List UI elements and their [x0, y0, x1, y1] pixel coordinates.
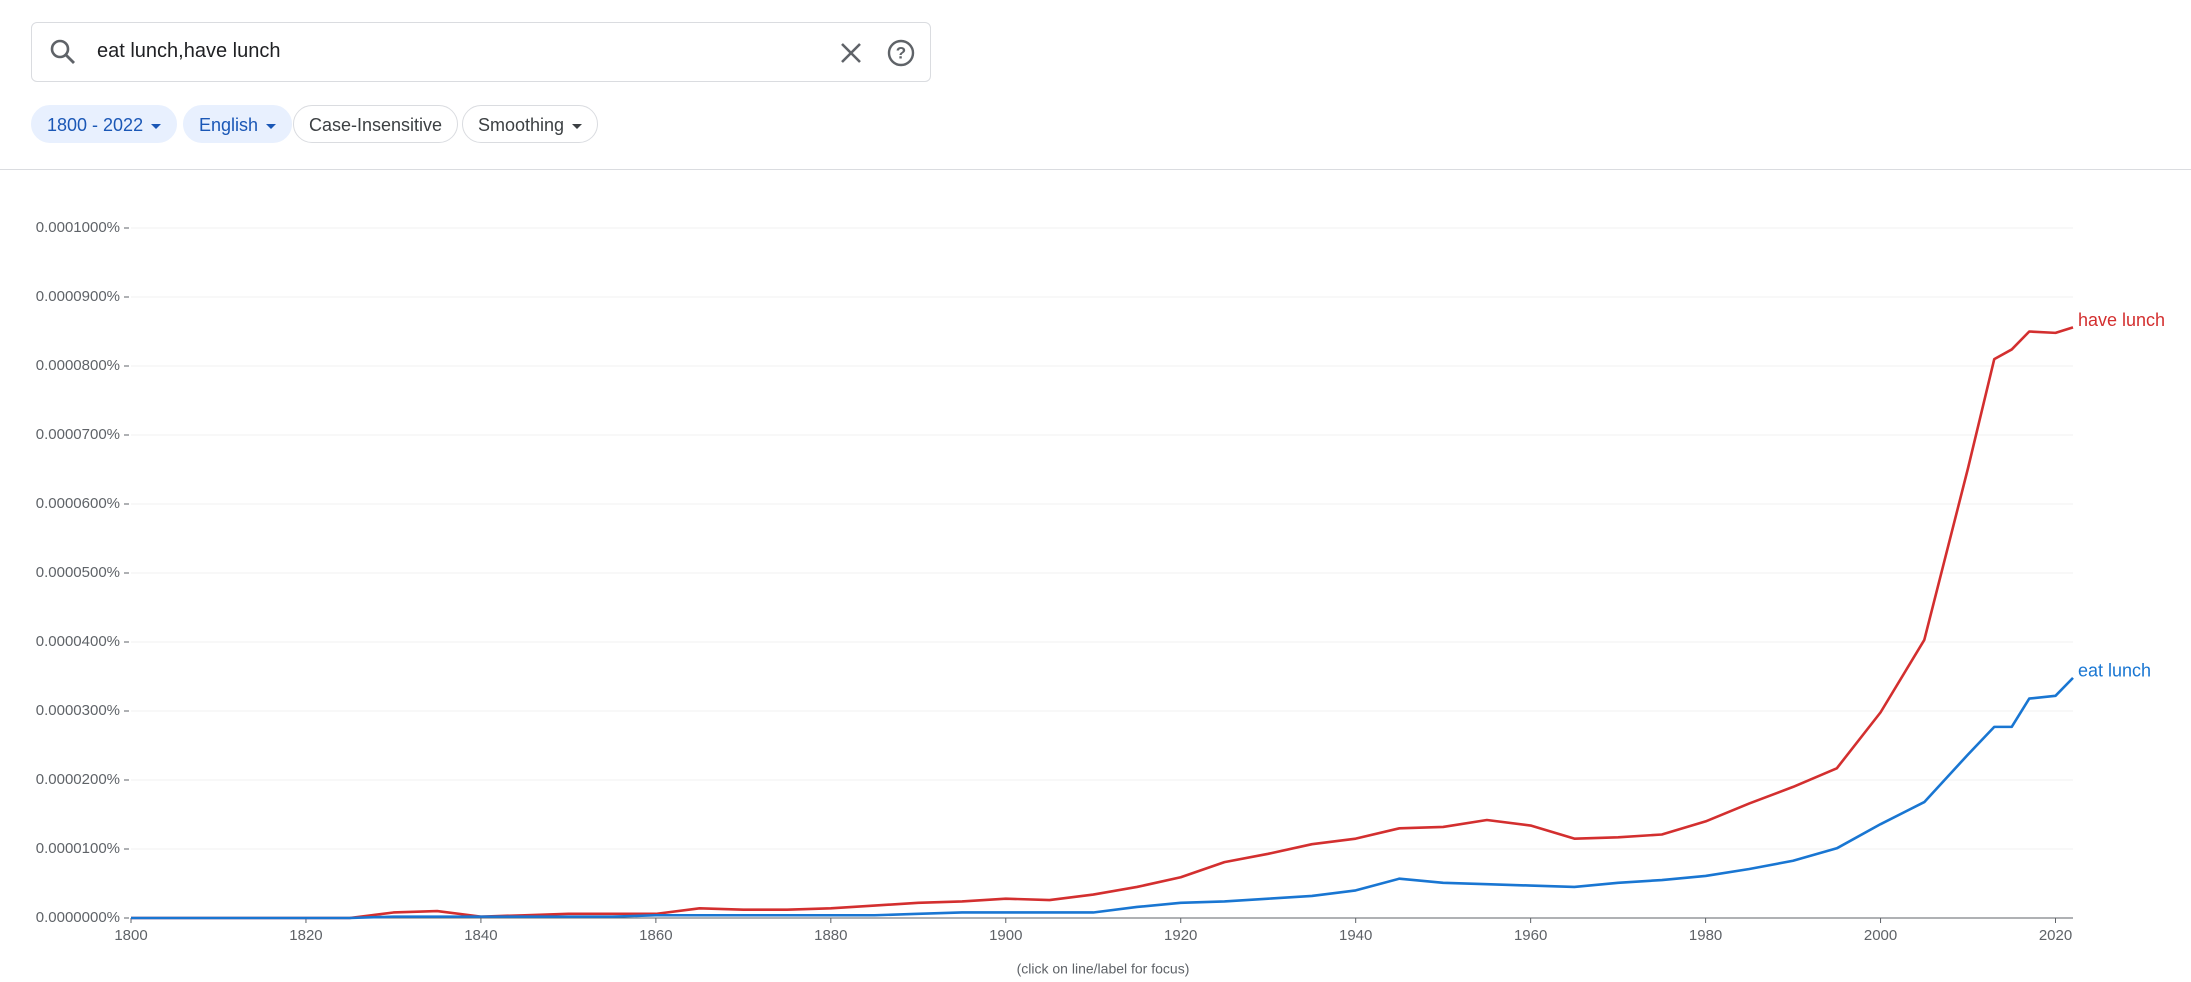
chip-label: Smoothing: [478, 115, 565, 135]
y-tick-label: 0.0000600%: [36, 495, 120, 512]
series-label[interactable]: have lunch: [2078, 310, 2165, 330]
help-button[interactable]: ?: [886, 38, 916, 68]
y-tick-label: 0.0000100%: [36, 840, 120, 857]
x-tick-label: 1960: [1514, 927, 1547, 944]
divider: [0, 169, 2191, 170]
x-tick-label: 1940: [1339, 927, 1372, 944]
y-tick-label: 0.0000500%: [36, 564, 120, 581]
x-tick-label: 1920: [1164, 927, 1197, 944]
chip-label: English: [199, 115, 259, 135]
x-tick-label: 1840: [464, 927, 497, 944]
corpus-chip[interactable]: English: [183, 105, 293, 143]
x-tick-label: 1820: [289, 927, 322, 944]
series-line[interactable]: [131, 326, 2074, 920]
y-tick-label: 0.0000000%: [36, 909, 120, 926]
y-tick-label: 0.0000200%: [36, 771, 120, 788]
year-range-chip[interactable]: 1800 - 2022: [31, 105, 178, 143]
x-tick-label: 1980: [1689, 927, 1722, 944]
x-tick-label: 1900: [989, 927, 1022, 944]
clear-button[interactable]: [838, 40, 864, 66]
search-box[interactable]: eat lunch,have lunch ?: [31, 22, 931, 82]
x-tick-label: 2000: [1864, 927, 1897, 944]
x-tick-label: 1860: [639, 927, 672, 944]
series-line[interactable]: [131, 676, 2074, 920]
y-tick-label: 0.0000800%: [36, 357, 120, 374]
series-label[interactable]: eat lunch: [2078, 661, 2151, 681]
y-tick-label: 0.0000300%: [36, 702, 120, 719]
search-icon[interactable]: [48, 37, 78, 67]
x-tick-label: 1800: [114, 927, 147, 944]
svg-text:?: ?: [896, 43, 906, 62]
y-tick-label: 0.0001000%: [36, 219, 120, 236]
case-chip[interactable]: Case-Insensitive: [293, 105, 459, 143]
chip-label: 1800 - 2022: [47, 115, 144, 135]
x-tick-label: 1880: [814, 927, 847, 944]
chart-note: (click on line/label for focus): [1017, 961, 1190, 977]
y-tick-label: 0.0000700%: [36, 426, 120, 443]
chip-label: Case-Insensitive: [309, 115, 443, 135]
x-tick-label: 2020: [2039, 927, 2072, 944]
y-tick-label: 0.0000400%: [36, 633, 120, 650]
smoothing-chip[interactable]: Smoothing: [462, 105, 599, 143]
search-query[interactable]: eat lunch,have lunch: [97, 40, 281, 62]
y-tick-label: 0.0000900%: [36, 288, 120, 305]
